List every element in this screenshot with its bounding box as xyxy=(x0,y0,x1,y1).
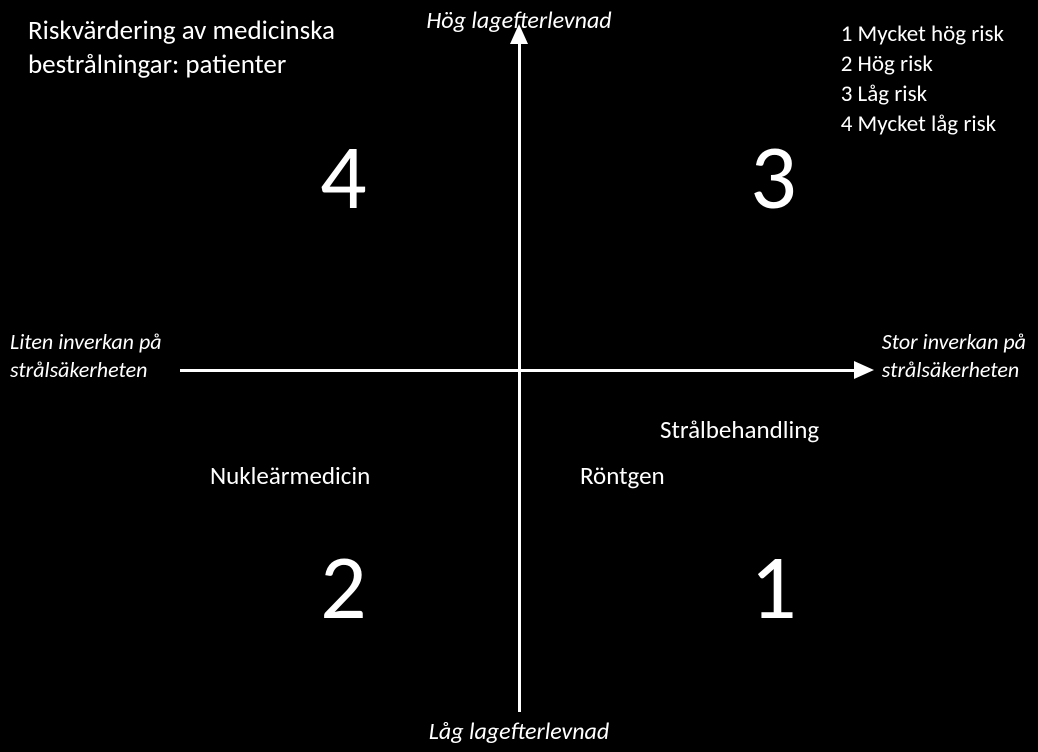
diagram-title: Riskvärdering av medicinska bestrålninga… xyxy=(28,14,335,82)
axis-label-left: Liten inverkan på strålsäkerheten xyxy=(10,328,162,383)
datapoint-rontgen: Röntgen xyxy=(580,460,665,491)
legend-item-2: 2 Hög risk xyxy=(841,50,1004,80)
quadrant-number-3: 3 xyxy=(750,120,797,233)
legend-item-4: 4 Mycket låg risk xyxy=(841,110,1004,140)
quadrant-number-1: 1 xyxy=(750,530,797,643)
title-line1: Riskvärdering av medicinska xyxy=(28,14,335,47)
legend-item-1: 1 Mycket hög risk xyxy=(841,20,1004,50)
legend-item-3: 3 Låg risk xyxy=(841,80,1004,110)
arrow-right-icon xyxy=(854,361,874,379)
axis-right-line1: Stor inverkan på xyxy=(882,328,1026,355)
axis-label-top: Hög lagefterlevnad xyxy=(426,6,611,35)
quadrant-diagram: Riskvärdering av medicinska bestrålninga… xyxy=(0,0,1038,752)
axis-left-line2: strålsäkerheten xyxy=(10,356,147,383)
quadrant-number-4: 4 xyxy=(320,120,367,233)
datapoint-nuklearmedicin: Nukleärmedicin xyxy=(210,460,370,491)
horizontal-axis xyxy=(180,369,856,372)
title-line2: bestrålningar: patienter xyxy=(28,48,286,81)
axis-label-right: Stor inverkan på strålsäkerheten xyxy=(882,328,1026,383)
vertical-axis xyxy=(518,40,521,712)
quadrant-number-2: 2 xyxy=(320,530,367,643)
axis-label-bottom: Låg lagefterlevnad xyxy=(429,717,609,746)
axis-right-line2: strålsäkerheten xyxy=(882,356,1019,383)
risk-legend: 1 Mycket hög risk 2 Hög risk 3 Låg risk … xyxy=(841,20,1004,140)
datapoint-stralbehandling: Strålbehandling xyxy=(660,414,819,445)
axis-left-line1: Liten inverkan på xyxy=(10,328,162,355)
